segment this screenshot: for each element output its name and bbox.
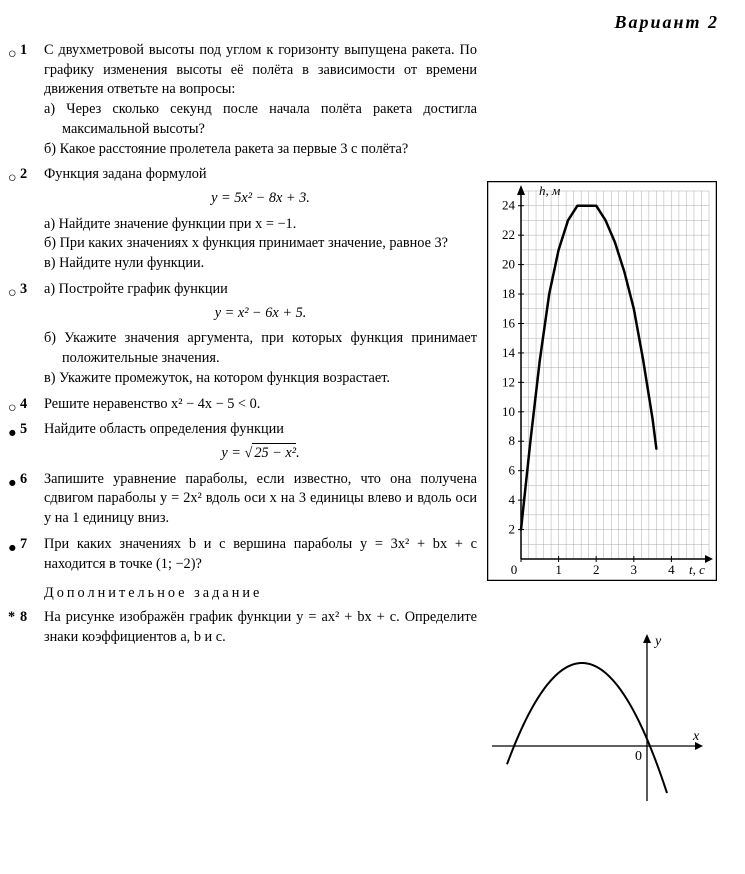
svg-text:8: 8 [509, 433, 516, 448]
svg-text:16: 16 [502, 315, 516, 330]
task-number: 4 [20, 395, 27, 415]
task-5: ● 5 Найдите область определения функции … [22, 420, 477, 463]
variant-title: Вариант 2 [22, 12, 727, 33]
task-8: * 8 На рисунке изображён график функции … [22, 608, 477, 647]
task-number: 6 [20, 470, 27, 490]
extra-title: Дополнительное задание [44, 584, 477, 604]
asterisk-icon: * [8, 608, 15, 628]
svg-text:2: 2 [593, 562, 600, 577]
svg-text:4: 4 [668, 562, 675, 577]
task-1: ○ 1 С двухметровой высоты под углом к го… [22, 41, 477, 159]
task-number: 8 [20, 608, 27, 628]
formula: y = 5x² − 8x + 3. [44, 189, 477, 209]
task-text: Решите неравенство x² − 4x − 5 < 0. [44, 396, 260, 412]
svg-text:4: 4 [509, 492, 516, 507]
task-number: 3 [20, 280, 27, 300]
rocket-chart: 2468101214161820222401234h, мt, с [487, 181, 717, 581]
task-text: На рисунке изображён график функции y = … [44, 608, 477, 647]
open-circle-icon: ○ [8, 399, 17, 419]
parabola-chart: x y 0 [487, 631, 707, 806]
task-number: 7 [20, 535, 27, 555]
task-2: ○ 2 Функция задана формулой y = 5x² − 8x… [22, 165, 477, 274]
task-text: С двухметровой высоты под углом к горизо… [44, 41, 477, 100]
task-text: При каких значениях b и c вершина парабо… [44, 535, 477, 574]
svg-text:14: 14 [502, 345, 516, 360]
task-6: ● 6 Запишите уравнение параболы, если из… [22, 470, 477, 529]
formula: y = √25 − x². [44, 444, 477, 464]
page: Вариант 2 ○ 1 С двухметровой высоты под … [0, 0, 745, 823]
svg-text:h, м: h, м [539, 183, 560, 198]
svg-text:0: 0 [511, 562, 518, 577]
task-number: 5 [20, 420, 27, 440]
svg-text:3: 3 [631, 562, 638, 577]
svg-text:6: 6 [509, 463, 516, 478]
open-circle-icon: ○ [8, 45, 17, 65]
task-sub-a: а) Постройте график функции [44, 280, 477, 300]
filled-circle-icon: ● [8, 424, 17, 444]
task-sub-b: б) При каких значениях x функция принима… [44, 234, 477, 254]
svg-text:18: 18 [502, 286, 515, 301]
svg-text:y: y [653, 634, 662, 649]
task-number: 2 [20, 165, 27, 185]
sqrt-bar [252, 443, 296, 444]
content-grid: ○ 1 С двухметровой высоты под углом к го… [22, 41, 727, 811]
svg-text:1: 1 [555, 562, 562, 577]
svg-text:24: 24 [502, 198, 516, 213]
task-sub-c: в) Найдите нули функции. [44, 254, 477, 274]
svg-text:x: x [692, 729, 700, 744]
task-7: ● 7 При каких значениях b и c вершина па… [22, 535, 477, 574]
svg-text:22: 22 [502, 227, 515, 242]
radicand: 25 − x² [252, 445, 296, 461]
svg-text:0: 0 [635, 749, 642, 764]
sqrt-icon: √25 − x² [244, 444, 296, 464]
task-text: Найдите область определения функции [44, 421, 284, 437]
filled-circle-icon: ● [8, 539, 17, 559]
svg-text:12: 12 [502, 374, 515, 389]
filled-circle-icon: ● [8, 474, 17, 494]
task-sub-b: б) Укажите значения аргумента, при котор… [44, 329, 477, 368]
svg-text:20: 20 [502, 257, 515, 272]
task-sub-b: б) Какое расстояние пролетела ракета за … [44, 140, 477, 160]
open-circle-icon: ○ [8, 284, 17, 304]
tasks-column: ○ 1 С двухметровой высоты под углом к го… [22, 41, 477, 811]
svg-text:10: 10 [502, 404, 515, 419]
task-3: ○ 3 а) Постройте график функции y = x² −… [22, 280, 477, 389]
figures-column: 2468101214161820222401234h, мt, с xy0 [487, 41, 727, 811]
task-sub-a: а) Найдите значение функции при x = −1. [44, 215, 477, 235]
task-text: Запишите уравнение параболы, если извест… [44, 470, 477, 529]
task-sub-c: в) Укажите промежуток, на котором функци… [44, 369, 477, 389]
svg-text:t, с: t, с [689, 562, 705, 577]
formula: y = x² − 6x + 5. [44, 304, 477, 324]
formula-prefix: y = [221, 445, 244, 461]
svg-text:2: 2 [509, 522, 516, 537]
task-sub-a: а) Через сколько секунд после начала пол… [44, 100, 477, 139]
formula-suffix: . [296, 445, 300, 461]
task-text: Функция задана формулой [44, 165, 477, 185]
task-4: ○ 4 Решите неравенство x² − 4x − 5 < 0. [22, 395, 477, 415]
task-number: 1 [20, 41, 27, 61]
open-circle-icon: ○ [8, 169, 17, 189]
